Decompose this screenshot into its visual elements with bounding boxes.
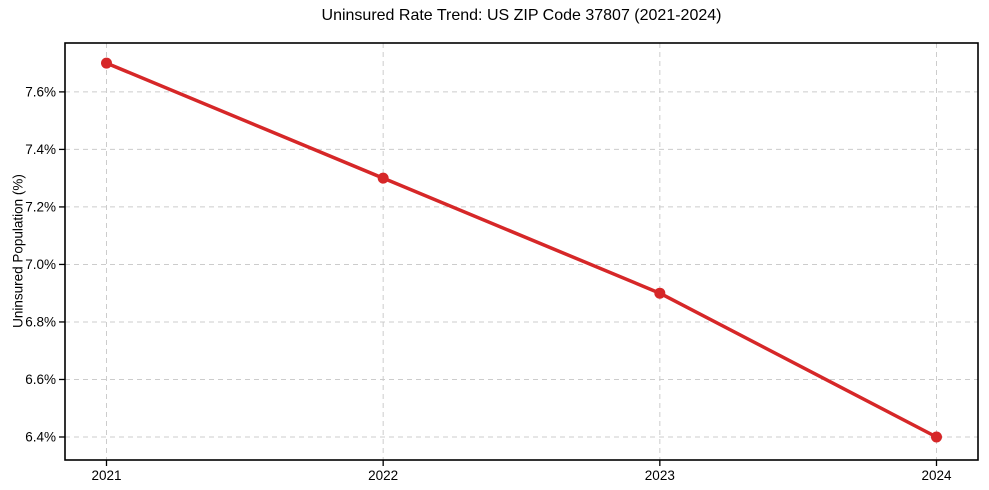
y-tick-label: 7.4% (25, 142, 56, 157)
x-tick-label: 2023 (645, 468, 675, 483)
chart-title: Uninsured Rate Trend: US ZIP Code 37807 … (321, 7, 722, 24)
y-tick-label: 6.6% (25, 372, 56, 387)
data-point-marker (931, 431, 942, 443)
y-tick-label: 7.0% (25, 257, 56, 272)
y-tick-label: 7.6% (25, 84, 56, 99)
y-tick-label: 6.8% (25, 314, 56, 329)
y-tick-label: 6.4% (25, 429, 56, 444)
x-tick-label: 2024 (921, 468, 952, 483)
x-tick-label: 2022 (368, 468, 398, 483)
data-point-marker (101, 57, 112, 69)
axes-box (64, 42, 979, 461)
data-point-marker (654, 287, 666, 299)
y-tick-label: 7.2% (25, 199, 56, 214)
data-point-marker (377, 172, 389, 184)
trend-line (104, 61, 939, 439)
x-tick-label: 2021 (91, 468, 121, 483)
